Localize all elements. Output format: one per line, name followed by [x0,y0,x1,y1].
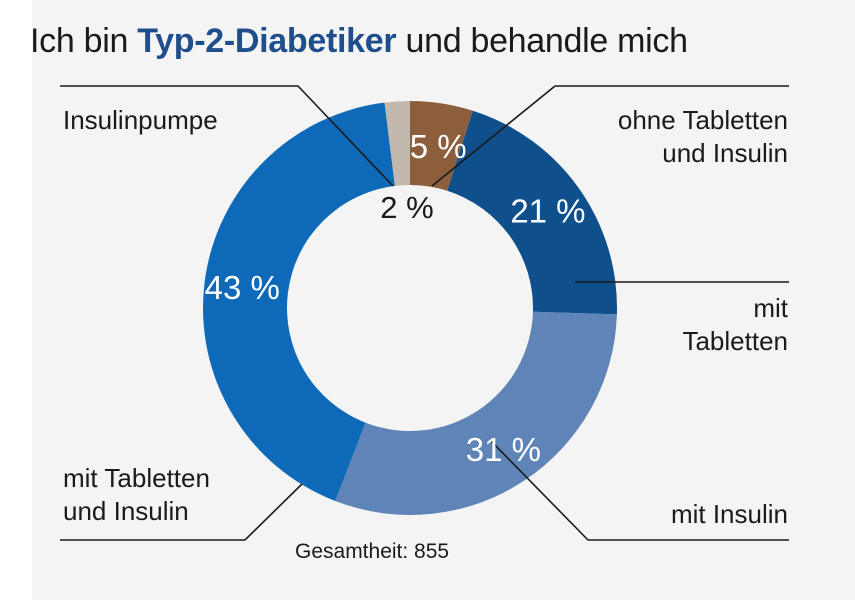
slice-mit-tabletten [447,110,617,315]
title-prefix: Ich bin [30,22,129,60]
slice-mit-tabletten-und-insulin [202,102,395,502]
category-label-insulinpumpe: Insulinpumpe [63,105,218,135]
leader-line [431,85,556,187]
slice-ohne-tabletten-und-insulin [410,101,473,191]
title-highlight: Typ-2-Diabetiker [137,22,397,60]
value-label-ohne-tabletten-und-insulin: 5 % [410,128,467,165]
value-label-insulinpumpe: 2 % [380,190,433,225]
leader-line [60,85,394,187]
category-label-mit-tabletten: mit Tabletten [682,293,788,356]
leader-line [489,439,789,541]
title-suffix: und behandle mich [405,22,688,60]
category-label-ohne-tabletten-und-insulin: ohne Tabletten und Insulin [617,105,788,168]
slice-insulinpumpe [384,101,410,186]
chart-title: Ich bin Typ-2-Diabetiker und behandle mi… [30,22,790,61]
slice-mit-insulin [335,311,617,515]
value-label-mit-insulin: 31 % [466,431,541,468]
value-label-mit-tabletten: 21 % [510,192,585,229]
leader-line [60,483,303,541]
category-label-mit-insulin: mit Insulin [670,499,788,529]
total-count: Gesamtheit: 855 [295,540,450,563]
category-label-mit-tabletten-und-insulin: mit Tabletten und Insulin [63,463,210,526]
value-label-mit-tabletten-und-insulin: 43 % [205,269,280,306]
